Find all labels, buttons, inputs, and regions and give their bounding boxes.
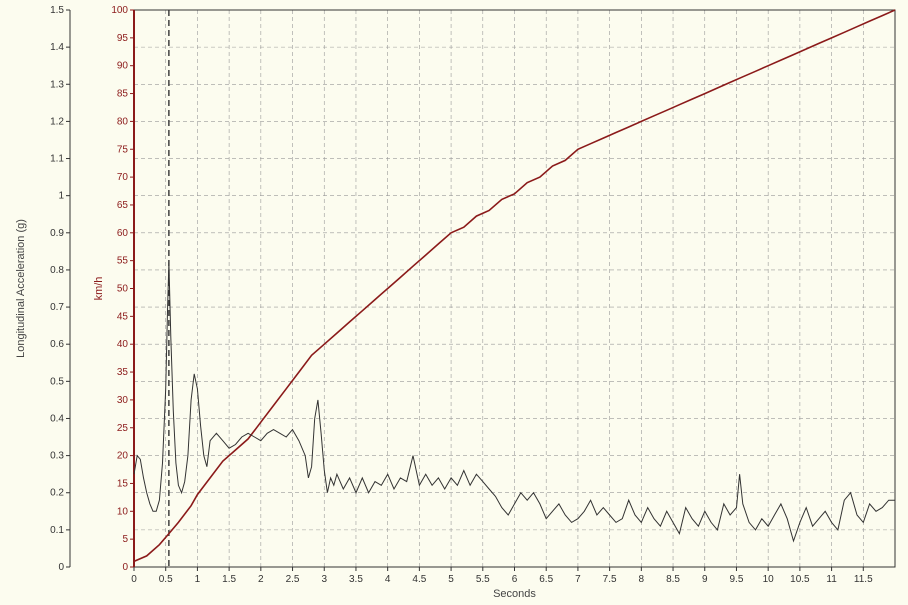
y1-tick-label: 1.4 — [50, 42, 64, 53]
x-tick-label: 0.5 — [159, 574, 173, 585]
y2-tick-label: 0 — [122, 562, 128, 573]
x-tick-label: 3.5 — [349, 574, 363, 585]
chart-container: 0510152025303540455055606570758085909510… — [0, 0, 908, 605]
x-tick-label: 4.5 — [412, 574, 426, 585]
y2-tick-label: 80 — [117, 116, 129, 127]
x-tick-label: 11 — [826, 574, 837, 585]
y2-tick-label: 30 — [117, 395, 129, 406]
y2-tick-label: 90 — [117, 61, 129, 72]
x-tick-label: 1 — [195, 574, 201, 585]
x-tick-label: 1.5 — [222, 574, 236, 585]
x-tick-label: 2.5 — [286, 574, 300, 585]
y2-axis-label: km/h — [93, 277, 105, 301]
y1-tick-label: 0.6 — [50, 339, 64, 350]
x-tick-label: 11.5 — [854, 574, 873, 585]
y2-tick-label: 25 — [117, 423, 129, 434]
x-tick-label: 4 — [385, 574, 391, 585]
x-tick-label: 6 — [512, 574, 518, 585]
x-tick-label: 5 — [448, 574, 454, 585]
y2-tick-label: 95 — [117, 33, 129, 44]
y2-tick-label: 65 — [117, 200, 129, 211]
y2-tick-label: 85 — [117, 89, 129, 100]
y1-tick-label: 0.8 — [50, 265, 64, 276]
y2-tick-label: 20 — [117, 451, 129, 462]
y2-tick-label: 60 — [117, 228, 129, 239]
y1-tick-label: 1.1 — [50, 154, 64, 165]
x-tick-label: 9.5 — [730, 574, 744, 585]
x-tick-label: 9 — [702, 574, 708, 585]
y1-tick-label: 0.4 — [50, 413, 64, 424]
y1-tick-label: 1.3 — [50, 79, 64, 90]
x-tick-label: 7 — [575, 574, 581, 585]
y2-tick-label: 50 — [117, 284, 129, 295]
x-tick-label: 8.5 — [666, 574, 680, 585]
x-tick-label: 0 — [131, 574, 137, 585]
y1-tick-label: 0 — [58, 562, 64, 573]
x-tick-label: 3 — [321, 574, 327, 585]
y1-tick-label: 0.9 — [50, 228, 64, 239]
y1-tick-label: 0.3 — [50, 451, 64, 462]
y2-tick-label: 35 — [117, 367, 129, 378]
x-tick-label: 6.5 — [539, 574, 553, 585]
y2-tick-label: 15 — [117, 478, 129, 489]
y2-tick-label: 5 — [122, 534, 128, 545]
y1-tick-label: 0.2 — [50, 488, 64, 499]
y1-tick-label: 0.5 — [50, 376, 64, 387]
y2-tick-label: 10 — [117, 506, 129, 517]
acceleration-speed-chart: 0510152025303540455055606570758085909510… — [0, 0, 908, 605]
x-axis-label: Seconds — [493, 588, 536, 600]
y2-tick-label: 75 — [117, 144, 129, 155]
x-tick-label: 8 — [639, 574, 645, 585]
y1-tick-label: 0.1 — [50, 525, 64, 536]
x-tick-label: 5.5 — [476, 574, 490, 585]
y1-tick-label: 1 — [58, 191, 64, 202]
y2-tick-label: 55 — [117, 256, 129, 267]
x-tick-label: 10.5 — [790, 574, 810, 585]
y1-tick-label: 1.5 — [50, 5, 64, 16]
x-tick-label: 2 — [258, 574, 264, 585]
y1-tick-label: 1.2 — [50, 116, 64, 127]
x-tick-label: 7.5 — [603, 574, 617, 585]
x-tick-label: 10 — [763, 574, 775, 585]
y2-tick-label: 45 — [117, 311, 129, 322]
y2-tick-label: 40 — [117, 339, 129, 350]
y2-tick-label: 70 — [117, 172, 129, 183]
y1-tick-label: 0.7 — [50, 302, 64, 313]
y1-axis-label: Longitudinal Acceleration (g) — [15, 219, 27, 358]
y2-tick-label: 100 — [111, 5, 128, 16]
